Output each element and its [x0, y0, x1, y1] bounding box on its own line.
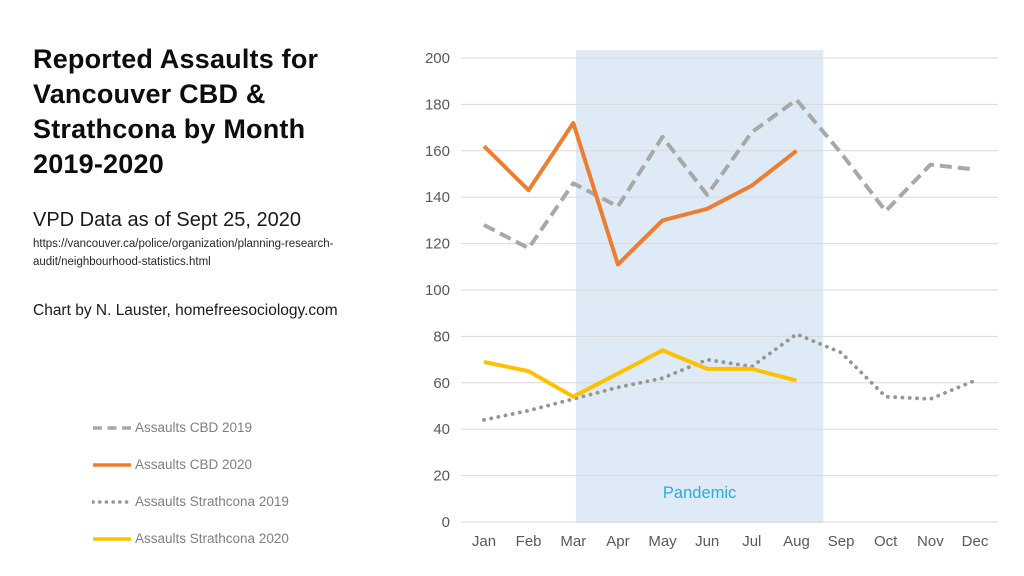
legend-item: Assaults CBD 2020	[92, 446, 289, 483]
y-tick-label: 0	[442, 514, 450, 531]
series-assaults-cbd-2020	[482, 121, 798, 267]
legend-label: Assaults CBD 2020	[135, 457, 253, 472]
y-tick-label: 60	[433, 375, 450, 392]
series-assaults-cbd-2019	[483, 97, 976, 251]
data-source-note: VPD Data as of Sept 25, 2020	[33, 209, 301, 231]
legend-line-sample-icon	[93, 462, 131, 467]
y-tick-label: 180	[425, 96, 450, 113]
series-assaults-strathcona-2020	[483, 348, 798, 399]
legend-line-sample-icon	[92, 499, 132, 504]
y-tick-label: 200	[425, 50, 450, 67]
y-tick-label: 80	[433, 328, 450, 345]
legend-item: Assaults Strathcona 2019	[92, 483, 289, 520]
x-tick-label: Jan	[472, 533, 496, 550]
y-tick-label: 120	[425, 236, 450, 253]
x-tick-label: Sep	[828, 533, 855, 550]
x-tick-label: Mar	[560, 533, 586, 550]
legend: Assaults CBD 2019 Assaults CBD 2020 Assaul…	[92, 409, 289, 557]
legend-line-sample-icon	[93, 536, 131, 541]
x-tick-label: May	[648, 533, 677, 550]
legend-item: Assaults CBD 2019	[92, 409, 289, 446]
x-tick-label: Oct	[874, 533, 898, 550]
pandemic-label: Pandemic	[663, 484, 736, 502]
x-tick-label: Feb	[516, 533, 542, 550]
source-url: https://vancouver.ca/police/organization…	[33, 238, 334, 269]
x-tick-label: Dec	[962, 533, 989, 550]
legend-label: Assaults CBD 2019	[135, 420, 253, 435]
x-tick-label: Nov	[917, 533, 944, 550]
page-title: Reported Assaults for Vancouver CBD & St…	[33, 44, 319, 179]
x-tick-label: Jul	[742, 533, 761, 550]
y-tick-label: 100	[425, 282, 450, 299]
legend-item: Assaults Strathcona 2020	[92, 520, 289, 557]
legend-line-sample-icon	[93, 425, 131, 430]
y-tick-label: 140	[425, 189, 450, 206]
series-assaults-strathcona-2019	[482, 332, 977, 422]
x-tick-label: Aug	[783, 533, 810, 550]
credit-line: Chart by N. Lauster, homefreesociology.c…	[33, 301, 338, 319]
y-tick-label: 160	[425, 143, 450, 160]
x-tick-label: Jun	[695, 533, 719, 550]
text-panel: Reported Assaults for Vancouver CBD & St…	[33, 42, 423, 320]
y-tick-label: 40	[433, 421, 450, 438]
pandemic-band	[576, 50, 824, 523]
legend-label: Assaults Strathcona 2019	[135, 494, 289, 509]
legend-label: Assaults Strathcona 2020	[135, 531, 289, 546]
y-tick-label: 20	[433, 468, 450, 485]
x-tick-label: Apr	[606, 533, 629, 550]
